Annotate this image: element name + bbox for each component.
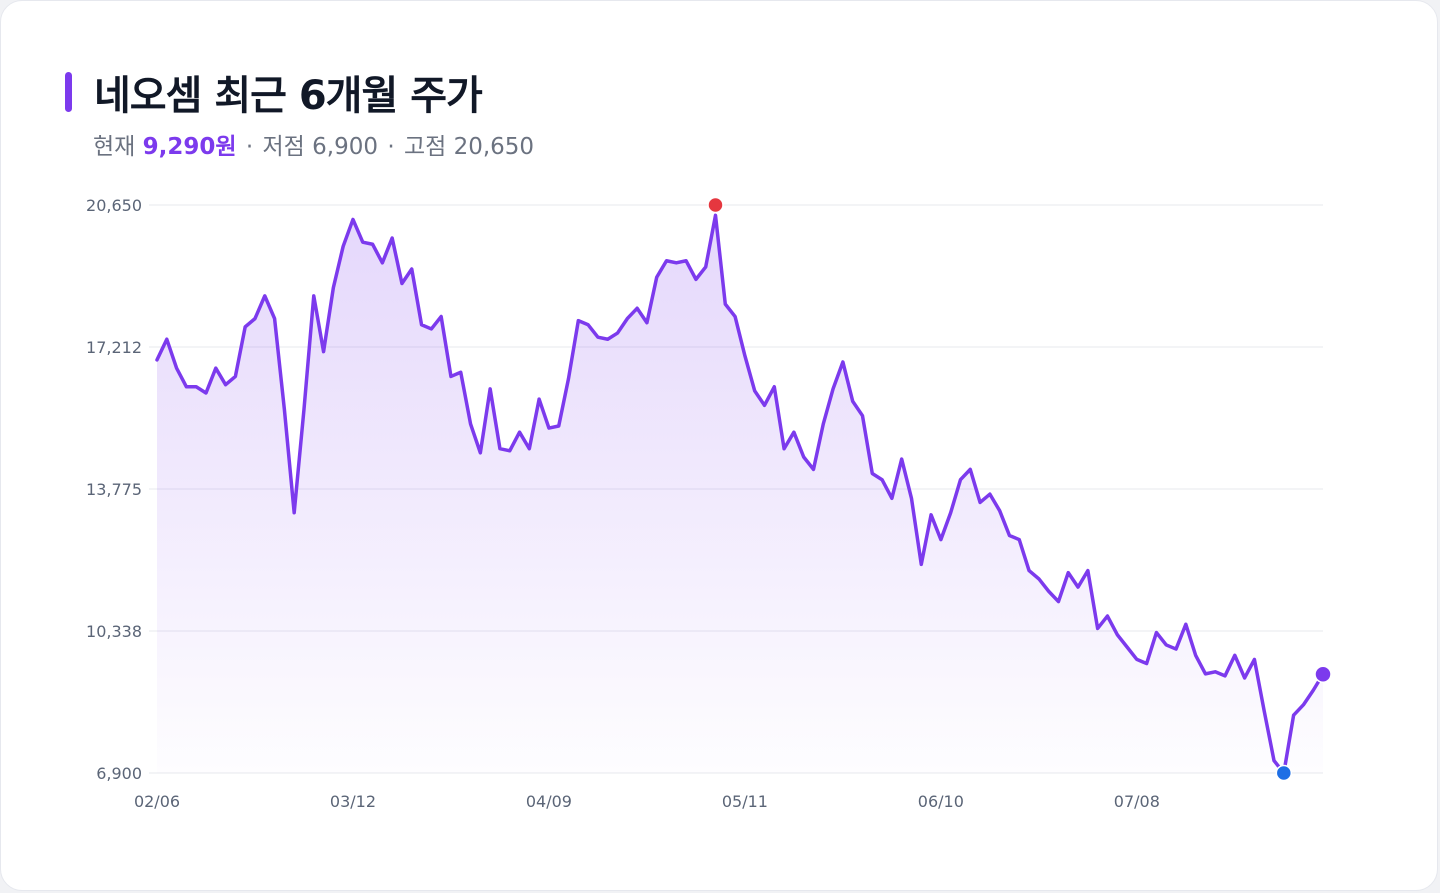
y-tick-label: 17,212: [86, 338, 142, 357]
price-line: [155, 213, 1325, 775]
current-label: 현재: [93, 134, 136, 160]
low-label: 저점: [262, 134, 305, 160]
y-tick-label: 13,775: [86, 480, 142, 499]
chart-title: 네오셈 최근 6개월 주가: [94, 73, 483, 119]
current-price: 9,290원: [142, 134, 237, 160]
y-tick-label: 20,650: [86, 196, 142, 215]
current-marker: [1314, 665, 1332, 684]
x-tick-label: 05/11: [722, 792, 768, 811]
axis-layer: 20,650 17,212 13,775 10,338 6,900 02/06 03/12 0…: [86, 196, 1160, 811]
title-accent-bar: [65, 72, 72, 112]
x-tick-label: 07/08: [1114, 792, 1160, 811]
price-area: [157, 215, 1323, 773]
x-tick-label: 03/12: [330, 792, 376, 811]
high-label: 고점: [403, 134, 447, 160]
x-tick-label: 02/06: [134, 792, 180, 811]
x-tick-label: 06/10: [918, 792, 964, 811]
price-summary: 현재 9,290원 · 저점 6,900 · 고점 20,650: [93, 127, 534, 161]
line-layer: [155, 213, 1325, 775]
area-layer: [157, 215, 1323, 773]
separator: ·: [387, 134, 395, 160]
low-price: 6,900: [312, 134, 378, 160]
high-price: 20,650: [453, 134, 535, 160]
marker-layer: [707, 196, 1332, 782]
title-block: 네오셈 최근 6개월 주가: [65, 63, 483, 121]
x-tick-label: 04/09: [526, 792, 572, 811]
low-marker: [1275, 764, 1293, 782]
separator: ·: [245, 134, 254, 160]
y-tick-label: 10,338: [86, 622, 142, 641]
high-marker: [707, 196, 724, 214]
y-tick-label: 6,900: [96, 764, 142, 783]
